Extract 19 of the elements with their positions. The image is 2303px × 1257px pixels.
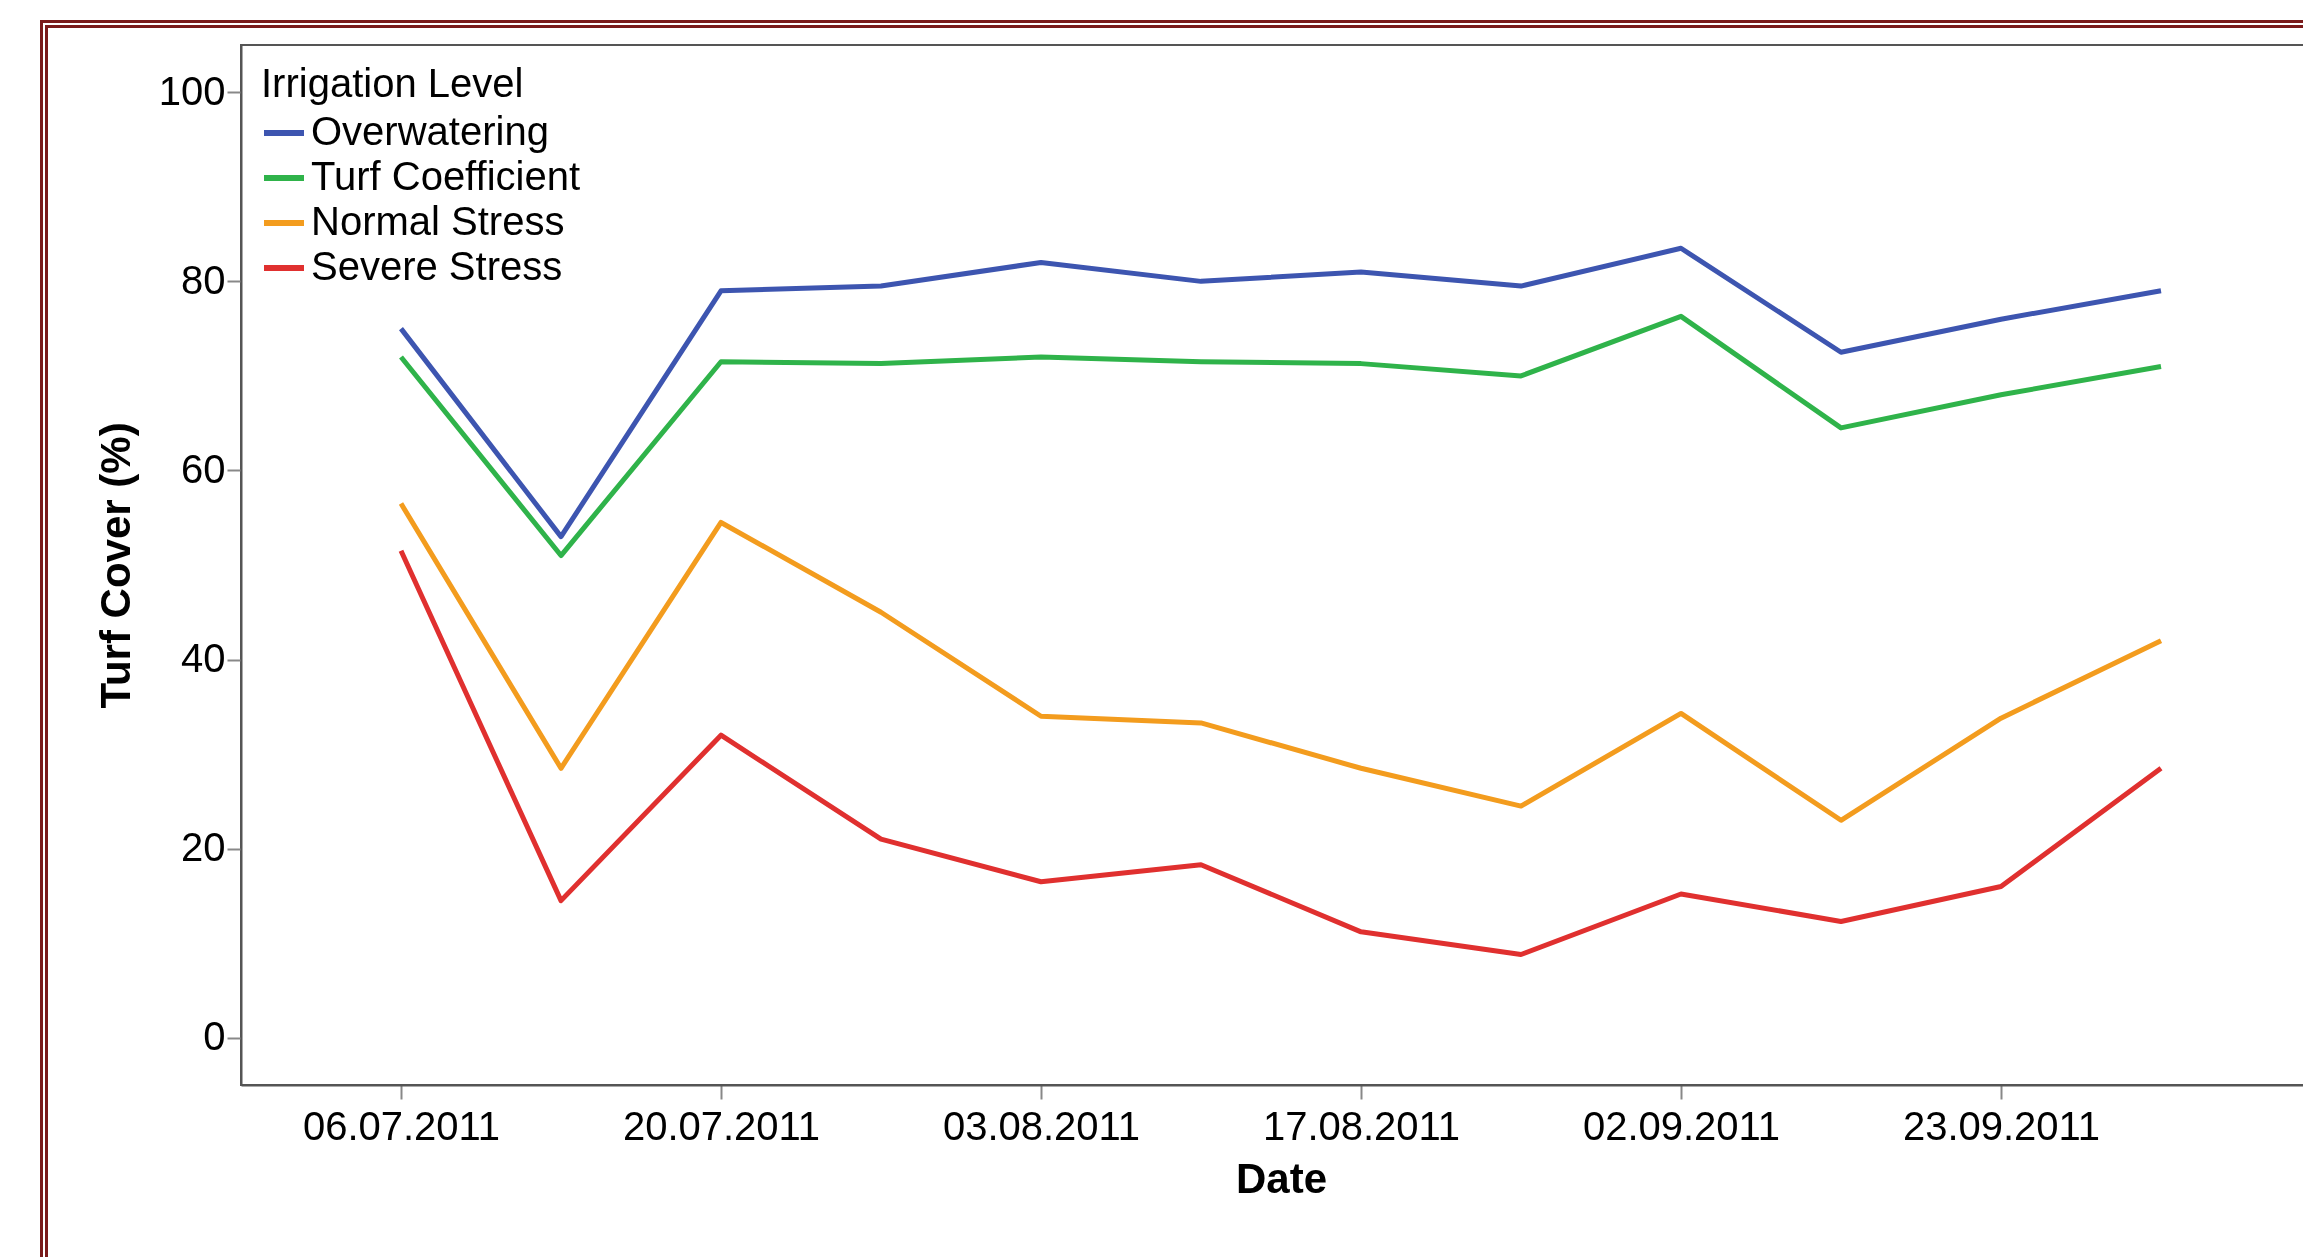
y-tick-label: 20	[181, 825, 226, 870]
legend-label: Turf Coefficient	[311, 154, 581, 198]
x-tick-label: 02.09.2011	[1582, 1103, 1781, 1148]
y-tick-label: 0	[203, 1014, 226, 1059]
x-tick-label: 17.08.2011	[1262, 1103, 1461, 1148]
legend-title: Irrigation Level	[261, 61, 524, 105]
y-tick-label: 60	[181, 446, 226, 491]
legend-label: Severe Stress	[311, 244, 563, 288]
x-tick-label: 03.08.2011	[942, 1103, 1141, 1148]
legend-label: Normal Stress	[311, 199, 565, 243]
x-tick-label: 23.09.2011	[1902, 1103, 2101, 1148]
x-tick-label: 20.07.2011	[622, 1103, 821, 1148]
y-tick-label: 100	[158, 68, 226, 113]
legend-label: Overwatering	[311, 109, 549, 153]
y-tick-label: 40	[181, 636, 226, 681]
y-tick-label: 80	[181, 257, 226, 302]
x-tick-label: 06.07.2011	[302, 1103, 501, 1148]
x-axis-title: Date	[1235, 1154, 1328, 1202]
y-axis-title: Turf Cover (%)	[91, 422, 139, 709]
